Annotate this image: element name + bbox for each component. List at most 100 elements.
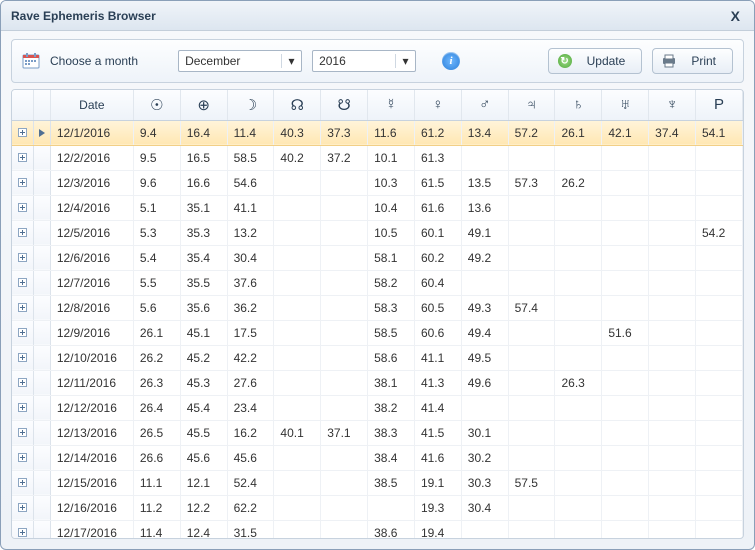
- expand-cell[interactable]: [12, 270, 33, 295]
- value-cell: 16.6: [180, 170, 227, 195]
- table-row[interactable]: 12/16/201611.212.262.219.330.4: [12, 495, 743, 520]
- row-header-cell: [33, 195, 50, 220]
- table-row[interactable]: 12/14/201626.645.645.638.441.630.2: [12, 445, 743, 470]
- expand-cell[interactable]: [12, 395, 33, 420]
- symbol-header[interactable]: ☊: [274, 90, 321, 120]
- symbol-header[interactable]: ♀: [414, 90, 461, 120]
- value-cell: [321, 445, 368, 470]
- value-cell: 58.1: [368, 245, 415, 270]
- expand-cell[interactable]: [12, 195, 33, 220]
- table-row[interactable]: 12/11/201626.345.327.638.141.349.626.3: [12, 370, 743, 395]
- table-row[interactable]: 12/8/20165.635.636.258.360.549.357.4: [12, 295, 743, 320]
- table-row[interactable]: 12/6/20165.435.430.458.160.249.2: [12, 245, 743, 270]
- value-cell: [696, 245, 743, 270]
- value-cell: 61.2: [414, 120, 461, 145]
- grid-scroll[interactable]: Date ☉⊕☽☊☋☿♀♂♃♄♅♆P 12/1/20169.416.411.44…: [12, 90, 743, 538]
- expand-cell[interactable]: [12, 170, 33, 195]
- table-row[interactable]: 12/2/20169.516.558.540.237.210.161.3: [12, 145, 743, 170]
- value-cell: 45.1: [180, 320, 227, 345]
- expand-cell[interactable]: [12, 345, 33, 370]
- value-cell: [508, 345, 555, 370]
- expand-cell[interactable]: [12, 495, 33, 520]
- table-row[interactable]: 12/9/201626.145.117.558.560.649.451.6: [12, 320, 743, 345]
- value-cell: [508, 270, 555, 295]
- table-row[interactable]: 12/12/201626.445.423.438.241.4: [12, 395, 743, 420]
- date-cell: 12/12/2016: [50, 395, 133, 420]
- grid: Date ☉⊕☽☊☋☿♀♂♃♄♅♆P 12/1/20169.416.411.44…: [11, 89, 744, 539]
- table-row[interactable]: 12/3/20169.616.654.610.361.513.557.326.2: [12, 170, 743, 195]
- table-row[interactable]: 12/10/201626.245.242.258.641.149.5: [12, 345, 743, 370]
- expand-cell[interactable]: [12, 445, 33, 470]
- symbol-header[interactable]: ♂: [461, 90, 508, 120]
- expand-cell[interactable]: [12, 420, 33, 445]
- value-cell: 41.3: [414, 370, 461, 395]
- table-row[interactable]: 12/4/20165.135.141.110.461.613.6: [12, 195, 743, 220]
- symbol-header[interactable]: P: [696, 90, 743, 120]
- choose-month-label: Choose a month: [50, 54, 138, 68]
- symbol-header[interactable]: ☿: [368, 90, 415, 120]
- value-cell: [508, 320, 555, 345]
- value-cell: 35.1: [180, 195, 227, 220]
- value-cell: 10.4: [368, 195, 415, 220]
- value-cell: [321, 220, 368, 245]
- value-cell: [602, 420, 649, 445]
- expand-cell[interactable]: [12, 220, 33, 245]
- expand-cell[interactable]: [12, 320, 33, 345]
- close-icon[interactable]: X: [727, 8, 744, 24]
- expand-cell[interactable]: [12, 295, 33, 320]
- value-cell: 38.2: [368, 395, 415, 420]
- value-cell: [602, 395, 649, 420]
- symbol-header[interactable]: ♃: [508, 90, 555, 120]
- value-cell: 5.4: [133, 245, 180, 270]
- expand-cell[interactable]: [12, 520, 33, 538]
- value-cell: [321, 245, 368, 270]
- value-cell: 54.6: [227, 170, 274, 195]
- value-cell: [649, 245, 696, 270]
- update-button[interactable]: Update: [548, 48, 643, 74]
- table-row[interactable]: 12/7/20165.535.537.658.260.4: [12, 270, 743, 295]
- symbol-header[interactable]: ☋: [321, 90, 368, 120]
- refresh-icon: [557, 53, 573, 69]
- value-cell: 58.2: [368, 270, 415, 295]
- date-cell: 12/10/2016: [50, 345, 133, 370]
- table-row[interactable]: 12/5/20165.335.313.210.560.149.154.2: [12, 220, 743, 245]
- value-cell: 41.1: [414, 345, 461, 370]
- year-value: 2016: [319, 54, 389, 68]
- value-cell: [602, 470, 649, 495]
- value-cell: 27.6: [227, 370, 274, 395]
- month-select[interactable]: December ▾: [178, 50, 302, 72]
- table-row[interactable]: 12/1/20169.416.411.440.337.311.661.213.4…: [12, 120, 743, 145]
- value-cell: [696, 195, 743, 220]
- value-cell: 37.4: [649, 120, 696, 145]
- date-cell: 12/15/2016: [50, 470, 133, 495]
- symbol-header[interactable]: ♄: [555, 90, 602, 120]
- expand-cell[interactable]: [12, 245, 33, 270]
- print-button[interactable]: Print: [652, 48, 733, 74]
- info-icon[interactable]: i: [442, 52, 460, 70]
- table-row[interactable]: 12/17/201611.412.431.538.619.4: [12, 520, 743, 538]
- year-select[interactable]: 2016 ▾: [312, 50, 416, 72]
- value-cell: 10.1: [368, 145, 415, 170]
- value-cell: [508, 145, 555, 170]
- window: Rave Ephemeris Browser X Choose a month …: [0, 0, 755, 550]
- value-cell: [649, 295, 696, 320]
- value-cell: 13.2: [227, 220, 274, 245]
- symbol-header[interactable]: ⊕: [180, 90, 227, 120]
- expand-cell[interactable]: [12, 470, 33, 495]
- value-cell: 38.1: [368, 370, 415, 395]
- table-row[interactable]: 12/13/201626.545.516.240.137.138.341.530…: [12, 420, 743, 445]
- expand-cell[interactable]: [12, 120, 33, 145]
- expand-cell[interactable]: [12, 370, 33, 395]
- plus-icon: [18, 178, 27, 187]
- date-header[interactable]: Date: [50, 90, 133, 120]
- value-cell: [274, 520, 321, 538]
- table-row[interactable]: 12/15/201611.112.152.438.519.130.357.5: [12, 470, 743, 495]
- symbol-header[interactable]: ♅: [602, 90, 649, 120]
- expand-cell[interactable]: [12, 145, 33, 170]
- symbol-header[interactable]: ☉: [133, 90, 180, 120]
- symbol-header[interactable]: ♆: [649, 90, 696, 120]
- value-cell: [508, 395, 555, 420]
- symbol-header[interactable]: ☽: [227, 90, 274, 120]
- value-cell: [696, 395, 743, 420]
- value-cell: [649, 195, 696, 220]
